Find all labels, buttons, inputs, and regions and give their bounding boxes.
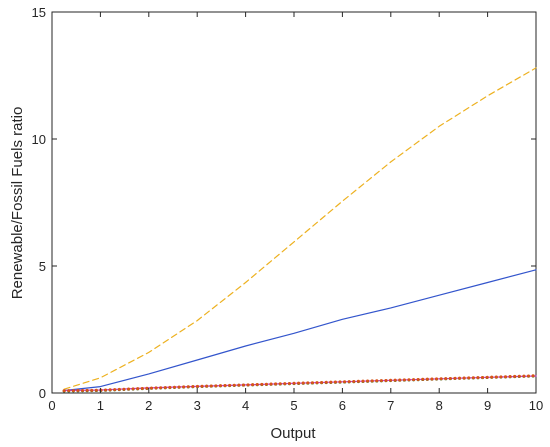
x-tick-label: 10 (529, 398, 543, 413)
x-tick-label: 4 (242, 398, 249, 413)
y-tick-label: 15 (32, 5, 46, 20)
y-axis-ticks: 0 5 10 15 (32, 5, 536, 401)
x-axis-ticks: 0 1 2 3 4 5 6 7 8 9 10 (48, 12, 543, 413)
series-layer (62, 67, 538, 393)
x-tick-label: 9 (484, 398, 491, 413)
series-line-2 (63, 269, 537, 392)
x-tick-label: 6 (339, 398, 346, 413)
y-tick-label: 10 (32, 132, 46, 147)
series-line-5 (62, 374, 538, 393)
x-tick-label: 5 (290, 398, 297, 413)
x-tick-label: 3 (194, 398, 201, 413)
x-axis-label: Output (270, 425, 316, 442)
x-tick-label: 1 (97, 398, 104, 413)
x-tick-label: 2 (145, 398, 152, 413)
y-tick-label: 0 (39, 386, 46, 401)
y-tick-label: 5 (39, 259, 46, 274)
series-line-1 (63, 67, 537, 390)
x-tick-label: 8 (436, 398, 443, 413)
x-tick-label: 7 (387, 398, 394, 413)
y-axis-label: Renewable/Fossil Fuels ratio (9, 107, 26, 300)
x-tick-label: 0 (48, 398, 55, 413)
